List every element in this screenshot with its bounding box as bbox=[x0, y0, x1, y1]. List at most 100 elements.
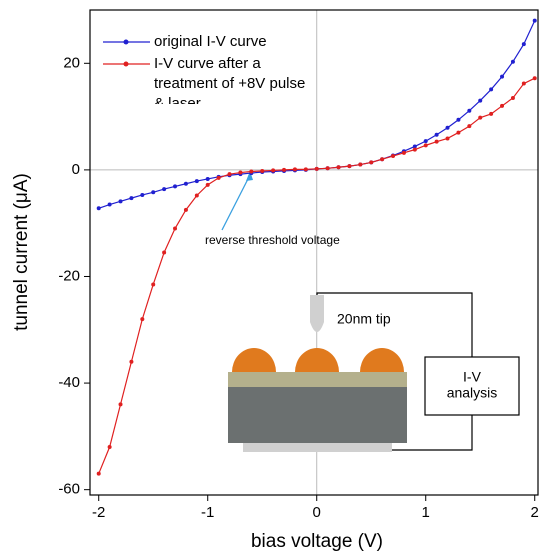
x-tick-label: 2 bbox=[531, 504, 539, 521]
data-point bbox=[510, 59, 515, 64]
data-point bbox=[118, 199, 123, 204]
x-tick-label: -2 bbox=[92, 504, 105, 521]
data-point bbox=[521, 42, 526, 47]
data-point bbox=[423, 143, 428, 148]
particle bbox=[232, 348, 276, 372]
annotation-arrowhead bbox=[246, 171, 253, 181]
data-point bbox=[118, 402, 123, 407]
legend-marker bbox=[123, 39, 129, 45]
wire bbox=[392, 415, 473, 451]
annotation-arrow bbox=[221, 174, 251, 231]
y-tick-label: -60 bbox=[58, 481, 80, 498]
data-point bbox=[412, 147, 417, 152]
data-point bbox=[467, 108, 472, 113]
data-point bbox=[445, 136, 450, 141]
legend-label: I-V curve after a treatment of +8V pulse… bbox=[154, 55, 306, 104]
data-point bbox=[380, 157, 385, 162]
x-tick-label: 0 bbox=[313, 504, 321, 521]
data-point bbox=[205, 182, 210, 187]
legend-label: original I-V curve bbox=[154, 33, 267, 50]
data-point bbox=[423, 139, 428, 144]
data-point bbox=[434, 139, 439, 144]
electrode bbox=[243, 443, 392, 452]
x-tick-label: -1 bbox=[201, 504, 214, 521]
data-point bbox=[260, 168, 265, 173]
data-point bbox=[183, 207, 188, 212]
data-point bbox=[183, 181, 188, 186]
data-point bbox=[456, 117, 461, 122]
data-point bbox=[173, 184, 178, 189]
data-point bbox=[162, 250, 167, 255]
data-point bbox=[96, 471, 101, 476]
legend-marker bbox=[123, 61, 129, 67]
particle bbox=[295, 348, 339, 372]
data-point bbox=[194, 179, 199, 184]
data-point bbox=[478, 98, 483, 103]
data-point bbox=[532, 76, 537, 81]
data-point bbox=[500, 74, 505, 79]
data-point bbox=[249, 169, 254, 174]
x-tick-label: 1 bbox=[422, 504, 430, 521]
data-point bbox=[347, 164, 352, 169]
data-point bbox=[151, 282, 156, 287]
data-point bbox=[96, 206, 101, 211]
analyzer-box bbox=[424, 356, 520, 416]
tip-label: 20nm tip bbox=[337, 311, 391, 327]
data-point bbox=[314, 166, 319, 171]
x-axis-label: bias voltage (V) bbox=[251, 531, 383, 552]
data-point bbox=[325, 166, 330, 171]
legend-label-box: original I-V curve bbox=[154, 33, 267, 50]
data-point bbox=[489, 87, 494, 92]
data-point bbox=[521, 81, 526, 86]
data-point bbox=[336, 165, 341, 170]
data-point bbox=[303, 167, 308, 172]
data-point bbox=[401, 150, 406, 155]
data-point bbox=[532, 18, 537, 23]
data-point bbox=[434, 132, 439, 137]
legend-label-box: I-V curve after a treatment of +8V pulse… bbox=[154, 55, 306, 104]
data-point bbox=[238, 170, 243, 175]
data-point bbox=[205, 176, 210, 181]
data-point bbox=[369, 160, 374, 165]
y-tick-label: 20 bbox=[63, 54, 80, 71]
data-point bbox=[500, 103, 505, 108]
substrate bbox=[228, 387, 407, 443]
box-label: I-V bbox=[463, 369, 482, 385]
data-point bbox=[282, 167, 287, 172]
data-point bbox=[227, 172, 232, 177]
y-tick-label: -40 bbox=[58, 374, 80, 391]
plot-frame bbox=[89, 9, 539, 496]
tip bbox=[310, 295, 324, 332]
y-tick-label: 0 bbox=[72, 161, 80, 178]
data-point bbox=[129, 359, 134, 364]
y-axis-label: tunnel current (μA) bbox=[11, 173, 32, 331]
data-point bbox=[129, 196, 134, 201]
data-point bbox=[445, 125, 450, 130]
particle bbox=[360, 348, 404, 372]
data-point bbox=[412, 144, 417, 149]
y-tick-label: -20 bbox=[58, 267, 80, 284]
box-label: analysis bbox=[447, 385, 498, 401]
data-point bbox=[358, 162, 363, 167]
data-point bbox=[467, 124, 472, 129]
data-point bbox=[510, 95, 515, 100]
annotation: reverse threshold voltage bbox=[205, 233, 340, 247]
data-point bbox=[162, 187, 167, 192]
inset-diagram: 20nm tip I-V analysis bbox=[228, 292, 520, 452]
data-point bbox=[216, 175, 221, 180]
data-point bbox=[107, 202, 112, 207]
data-point bbox=[140, 317, 145, 322]
data-point bbox=[456, 130, 461, 135]
data-point bbox=[271, 168, 276, 173]
layer bbox=[228, 372, 407, 387]
data-point bbox=[391, 154, 396, 159]
data-point bbox=[107, 445, 112, 450]
data-point bbox=[151, 190, 156, 195]
data-point bbox=[489, 111, 494, 116]
data-point bbox=[292, 167, 297, 172]
data-point bbox=[140, 192, 145, 197]
data-point bbox=[173, 226, 178, 231]
data-point bbox=[478, 115, 483, 120]
data-point bbox=[194, 193, 199, 198]
